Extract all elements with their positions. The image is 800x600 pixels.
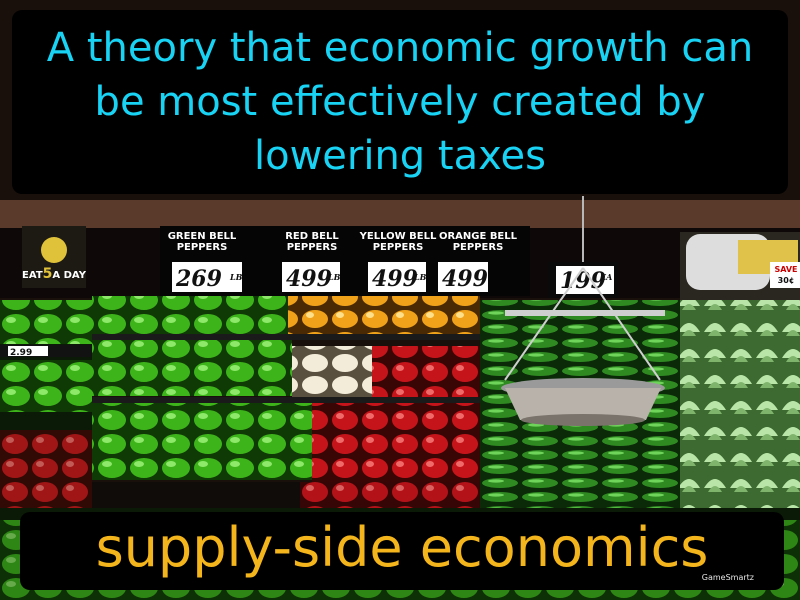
brand-watermark: GameSmartz (701, 573, 754, 582)
sign-red-line2: PEPPERS (287, 242, 338, 253)
price-orange: 499 (442, 266, 488, 292)
eat-5-a-day-sign: EAT5A DAY (22, 266, 87, 282)
sign-orange-line2: PEPPERS (453, 242, 504, 253)
price-yellow: 499 (372, 266, 418, 292)
price-red: 499 (286, 266, 332, 292)
definition-caption: A theory that economic growth can be mos… (12, 10, 788, 194)
save-sign-line1: SAVE (774, 265, 797, 274)
price-cucumber-unit: EA (599, 272, 612, 282)
sign-green-line2: PEPPERS (177, 242, 228, 253)
price-left: 2.99 (10, 348, 32, 358)
save-sign-line2: 30¢ (778, 276, 795, 285)
term-caption: supply-side economics (20, 512, 784, 590)
sign-green-line1: GREEN BELL (168, 231, 237, 242)
sign-red-line1: RED BELL (285, 231, 339, 242)
price-green-unit: LB (229, 272, 243, 282)
definition-text: A theory that economic growth can be mos… (46, 25, 754, 179)
sign-orange-line1: ORANGE BELL (439, 231, 518, 242)
price-green: 269 (175, 266, 222, 292)
price-yellow-unit: LB (413, 272, 427, 282)
sign-yellow-line1: YELLOW BELL (359, 231, 437, 242)
price-red-unit: LB (327, 272, 341, 282)
sign-yellow-line2: PEPPERS (373, 242, 424, 253)
term-text: supply-side economics (95, 516, 709, 579)
